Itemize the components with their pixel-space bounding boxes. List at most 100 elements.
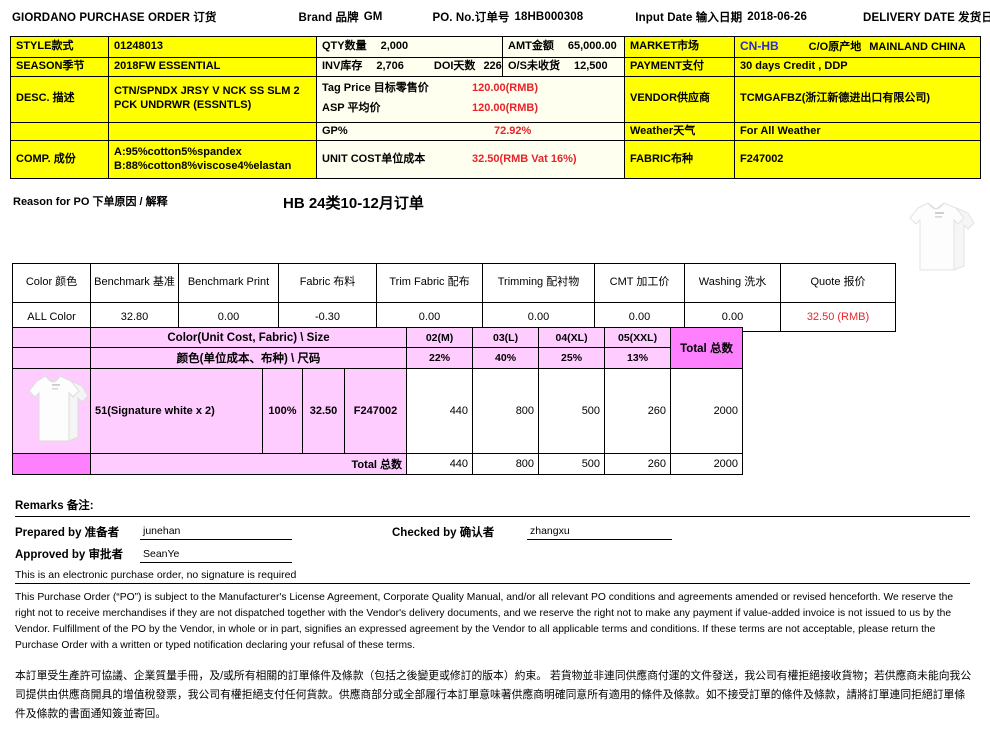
checked-by-label: Checked by 确认者 [392, 527, 495, 539]
price-cell: Tag Price 目标零售价 120.00(RMB) ASP 平均价 120.… [316, 75, 625, 123]
tshirt-icon [28, 375, 89, 442]
qty-cell: QTY数量 2,000 [316, 36, 503, 58]
color-swatch-photo [12, 368, 91, 454]
fabric-value: F247002 [734, 140, 981, 180]
delivery-date-label: DELIVERY DATE 发货日期 [863, 11, 990, 24]
market-cell: CN-HB C/O原产地 MAINLAND CHINA [734, 36, 981, 58]
approved-by-underline [140, 562, 292, 563]
legal-text-chinese: 本訂單受生產許可協議、企業質量手冊，及/或所有相關的訂單條件及條款（包括之後變更… [15, 670, 972, 720]
info-row-style: STYLE款式 01248013 QTY数量 2,000 AMT金额 65,00… [10, 36, 981, 58]
prepared-by-underline [140, 539, 292, 540]
document-title: GIORDANO PURCHASE ORDER 订货 [12, 11, 217, 24]
market-label: MARKET市场 [624, 36, 735, 58]
co-label: C/O原产地 [808, 41, 862, 53]
total-05xxl: 260 [604, 453, 672, 475]
os-label: O/S未收货 [508, 59, 560, 72]
amt-cell: AMT金额 65,000.00 [502, 36, 625, 58]
asp-label: ASP 平均价 [322, 102, 381, 114]
prepared-by-value: junehan [143, 525, 181, 537]
cost-cell-quote: 32.50 (RMB) [780, 302, 896, 332]
approved-by-value: SeanYe [143, 548, 180, 560]
comp-value: A:95%cotton5%spandex B:88%cotton8%viscos… [108, 140, 317, 180]
reason-for-po-label: Reason for PO 下单原因 / 解释 [13, 196, 168, 208]
style-value: 01248013 [108, 36, 317, 58]
qty-03l: 800 [472, 368, 540, 454]
total-row-spacer [12, 453, 91, 475]
doi-value: 226 [483, 59, 502, 72]
approved-by-label: Approved by 审批者 [15, 549, 123, 561]
order-info-table: STYLE款式 01248013 QTY数量 2,000 AMT金额 65,00… [10, 36, 981, 180]
size-total-header: Total 总数 [670, 327, 744, 369]
tag-price-label: Tag Price 目标零售价 [322, 82, 429, 95]
size-breakdown-table: Color(Unit Cost, Fabric) \ Size 02(M) 03… [12, 327, 744, 475]
table-row: ALL Color 32.80 0.00 -0.30 0.00 0.00 0.0… [12, 302, 896, 332]
cost-breakdown-table: Color 颜色 Benchmark 基准 Benchmark Print Fa… [12, 263, 896, 332]
legal-divider [15, 583, 970, 584]
cost-col-cmt: CMT 加工价 [594, 263, 685, 303]
cost-col-color: Color 颜色 [12, 263, 91, 303]
desc-label: DESC. 描述 [10, 75, 109, 123]
payment-label: PAYMENT支付 [624, 56, 735, 77]
amt-value: 65,000.00 [567, 40, 617, 52]
total-02m: 440 [406, 453, 474, 475]
color-unit-cost: 32.50 [302, 368, 345, 454]
color-fabric-code: F247002 [343, 368, 408, 454]
qty-label: QTY数量 [322, 40, 367, 52]
season-label: SEASON季节 [10, 56, 109, 77]
size-pct-02m: 22% [406, 347, 474, 369]
gp-cell: GP% 72.92% [316, 121, 625, 142]
prepared-by-label: Prepared by 准备者 [15, 527, 120, 539]
remarks-divider [15, 516, 970, 517]
gp-spacer-left [10, 121, 109, 142]
brand-value: GM [363, 10, 383, 23]
size-corner-cell [12, 327, 91, 348]
brand-label: Brand 品牌 [298, 11, 359, 24]
comp-label: COMP. 成份 [10, 140, 109, 180]
cost-col-trimming: Trimming 配衬物 [482, 263, 595, 303]
qty-04xl: 500 [538, 368, 606, 454]
product-photo-top [890, 196, 982, 280]
electronic-po-note: This is an electronic purchase order, no… [15, 569, 297, 581]
checked-by-underline [527, 539, 672, 540]
size-col-05xxl: 05(XXL) [604, 327, 672, 348]
po-order-title: HB 24类10-12月订单 [283, 195, 424, 212]
unit-cost-value: 32.50(RMB Vat 16%) [472, 152, 577, 165]
info-row-season: SEASON季节 2018FW ESSENTIAL INV库存 2,706 DO… [10, 56, 981, 77]
size-pct-03l: 40% [472, 347, 540, 369]
os-value: 12,500 [573, 59, 608, 72]
po-number-value: 18HB000308 [514, 10, 584, 23]
asp-value: 120.00(RMB) [472, 102, 539, 114]
total-row-label: Total 总数 [89, 453, 408, 475]
size-header-zh: 颜色(单位成本、布种) \ 尺码 [89, 347, 408, 369]
cost-col-washing: Washing 洗水 [684, 263, 781, 303]
style-label: STYLE款式 [10, 36, 109, 58]
season-value: 2018FW ESSENTIAL [108, 56, 317, 77]
po-number-label: PO. No.订单号 [432, 11, 510, 24]
color-name: 51(Signature white x 2) [90, 368, 263, 454]
unit-cost-label: UNIT COST单位成本 [322, 152, 426, 165]
size-pct-04xl: 25% [538, 347, 606, 369]
qty-value: 2,000 [380, 40, 409, 52]
amt-label: AMT金额 [508, 40, 554, 52]
cost-col-benchmark: Benchmark 基准 [90, 263, 179, 303]
cost-col-benchmark-print: Benchmark Print [178, 263, 279, 303]
remarks-label: Remarks 备注: [15, 500, 94, 512]
qty-05xxl: 260 [604, 368, 672, 454]
info-row-desc: DESC. 描述 CTN/SPNDX JRSY V NCK SS SLM 2 P… [10, 75, 981, 123]
co-value: MAINLAND CHINA [869, 41, 966, 53]
cost-col-fabric: Fabric 布料 [278, 263, 377, 303]
market-value: CN-HB [740, 39, 779, 53]
size-col-03l: 03(L) [472, 327, 540, 348]
tag-price-value: 120.00(RMB) [472, 82, 539, 95]
os-cell: O/S未收货 12,500 [502, 56, 625, 77]
weather-label: Weather天气 [624, 121, 735, 142]
total-grand: 2000 [670, 453, 744, 475]
inv-value: 2,706 [376, 59, 404, 72]
input-date-label: Input Date 输入日期 [635, 11, 743, 24]
document-header: GIORDANO PURCHASE ORDER 订货 Brand 品牌 GM P… [0, 0, 990, 33]
size-col-04xl: 04(XL) [538, 327, 606, 348]
legal-text-english: This Purchase Order (“PO”) is subject to… [15, 592, 954, 651]
gp-spacer-right [108, 121, 317, 142]
payment-value: 30 days Credit , DDP [734, 56, 981, 77]
